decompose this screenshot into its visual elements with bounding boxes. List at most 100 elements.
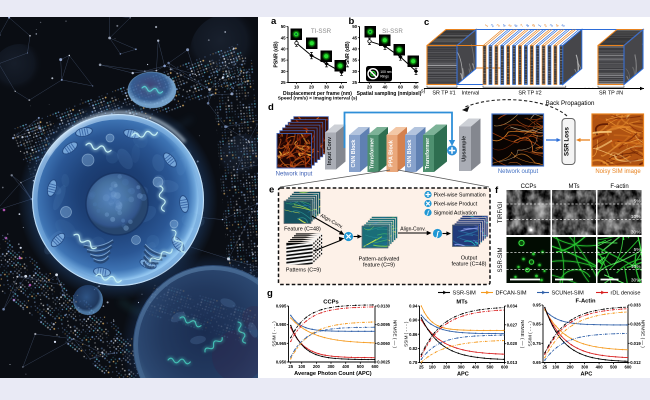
svg-text:0.82: 0.82 <box>409 346 418 351</box>
svg-text:Speed (nm/s) × Imaging Interva: Speed (nm/s) × Imaging Interval (s) <box>278 96 358 102</box>
svg-text:300: 300 <box>328 364 336 369</box>
svg-text:10: 10 <box>294 85 299 90</box>
svg-text:PPA Block: PPA Block <box>388 140 394 167</box>
svg-text:NRMSE ( — ): NRMSE ( — ) <box>520 320 525 349</box>
svg-text:0.980: 0.980 <box>276 322 287 327</box>
svg-text:20: 20 <box>309 85 314 90</box>
svg-text:100: 100 <box>552 365 560 370</box>
svg-text:40: 40 <box>352 47 357 52</box>
svg-text:MTs: MTs <box>456 300 467 306</box>
svg-text:feature (C=9): feature (C=9) <box>363 263 395 269</box>
svg-text:5%: 5% <box>634 247 642 253</box>
svg-text:Feature (C=48): Feature (C=48) <box>284 227 321 233</box>
svg-text:SSR-SIM: SSR-SIM <box>453 291 477 297</box>
svg-text:Pattern-activated: Pattern-activated <box>359 257 400 263</box>
svg-text:25: 25 <box>288 364 293 369</box>
svg-text:feature (C=48): feature (C=48) <box>452 262 487 268</box>
svg-text:0.0025: 0.0025 <box>377 360 390 365</box>
svg-text:500: 500 <box>610 365 618 370</box>
svg-text:400: 400 <box>342 364 350 369</box>
svg-text:5: 5 <box>560 23 566 29</box>
svg-text:30%: 30% <box>631 278 641 284</box>
svg-text:1: 1 <box>537 23 543 29</box>
svg-text:0.86: 0.86 <box>409 332 418 337</box>
svg-text:SI-SSR: SI-SSR <box>382 28 403 35</box>
svg-text:SSIM ( - - - ): SSIM ( - - - ) <box>272 321 277 347</box>
svg-text:SCUNet-SIM: SCUNet-SIM <box>552 291 585 297</box>
svg-text:0.78: 0.78 <box>409 360 418 365</box>
svg-text:40: 40 <box>281 47 286 52</box>
svg-text:CNN Block: CNN Block <box>407 140 413 168</box>
svg-text:APC: APC <box>580 372 592 378</box>
svg-text:50: 50 <box>281 24 286 29</box>
svg-text:c: c <box>424 17 429 28</box>
svg-text:Transformer: Transformer <box>369 137 375 169</box>
svg-text:40: 40 <box>339 85 344 90</box>
svg-text:CCPs: CCPs <box>521 184 537 190</box>
svg-text:. . .: . . . <box>584 84 594 91</box>
svg-text:Interval: Interval <box>462 91 480 97</box>
svg-text:40: 40 <box>383 85 388 90</box>
svg-text:0.019: 0.019 <box>630 341 641 346</box>
svg-text:35: 35 <box>352 58 357 63</box>
svg-text:Back Propagation: Back Propagation <box>546 100 595 107</box>
svg-text:NRMSE ( — ): NRMSE ( — ) <box>393 320 398 349</box>
svg-text:0.75: 0.75 <box>533 341 542 346</box>
svg-text:7: 7 <box>519 23 525 29</box>
svg-text:PSNR (dB): PSNR (dB) <box>345 41 351 67</box>
svg-text:Upsample: Upsample <box>461 136 467 162</box>
svg-text:600: 600 <box>501 365 509 370</box>
svg-text:0.85: 0.85 <box>533 322 542 327</box>
svg-text:F-actin: F-actin <box>610 184 628 190</box>
svg-text:b: b <box>349 16 355 27</box>
svg-text:ʃ: ʃ <box>435 232 440 239</box>
svg-text:300: 300 <box>581 365 589 370</box>
svg-text:25: 25 <box>419 365 424 370</box>
svg-text:Pixel-wise Summation: Pixel-wise Summation <box>434 192 486 198</box>
svg-text:200: 200 <box>567 365 575 370</box>
svg-text:Pixel-wise Product: Pixel-wise Product <box>434 201 478 207</box>
svg-text:5: 5 <box>507 23 513 29</box>
svg-text:30: 30 <box>324 85 329 90</box>
svg-text:Rings: Rings <box>380 74 389 78</box>
svg-text:0.027: 0.027 <box>507 322 518 327</box>
svg-text:60: 60 <box>398 85 403 90</box>
svg-text:45: 45 <box>281 35 286 40</box>
svg-text:8: 8 <box>525 23 531 29</box>
svg-text:SSIM ( - - - ): SSIM ( - - - ) <box>404 321 409 347</box>
svg-text:e: e <box>269 185 274 196</box>
svg-text:2: 2 <box>543 23 549 29</box>
svg-text:rDL denoise: rDL denoise <box>611 291 641 297</box>
svg-text:SR TP #N: SR TP #N <box>599 91 623 97</box>
svg-text:Transformer: Transformer <box>425 137 431 169</box>
svg-text:25: 25 <box>352 80 357 85</box>
svg-text:a: a <box>271 16 277 27</box>
svg-text:45: 45 <box>352 35 357 40</box>
svg-text:0.90: 0.90 <box>409 318 418 323</box>
svg-text:0.950: 0.950 <box>276 360 287 365</box>
svg-text:0.965: 0.965 <box>276 341 287 346</box>
svg-text:APC: APC <box>457 372 469 378</box>
svg-text:80: 80 <box>414 85 419 90</box>
svg-text:10%: 10% <box>631 214 641 220</box>
svg-text:PSNR (dB): PSNR (dB) <box>274 41 280 67</box>
svg-text:DFCAN-SIM: DFCAN-SIM <box>496 291 527 297</box>
svg-text:SSR-SIM: SSR-SIM <box>498 247 504 272</box>
svg-text:3: 3 <box>495 23 501 29</box>
svg-text:s): s) <box>421 89 426 95</box>
svg-text:35: 35 <box>281 58 286 63</box>
svg-text:Sigmoid Activation: Sigmoid Activation <box>434 210 477 216</box>
svg-text:0.013: 0.013 <box>507 360 518 365</box>
svg-text:5%: 5% <box>634 199 642 205</box>
svg-text:CNN Block: CNN Block <box>351 140 357 168</box>
svg-text:0.0060: 0.0060 <box>377 341 390 346</box>
svg-text:Output: Output <box>461 256 478 262</box>
svg-text:g: g <box>267 288 273 299</box>
svg-text:SR TP #1: SR TP #1 <box>432 91 455 97</box>
svg-text:300: 300 <box>458 365 466 370</box>
svg-text:25: 25 <box>281 80 286 85</box>
svg-text:SSR Loss: SSR Loss <box>564 127 571 156</box>
svg-text:30: 30 <box>352 69 357 74</box>
svg-text:500: 500 <box>487 365 495 370</box>
svg-text:0.95: 0.95 <box>533 303 542 308</box>
